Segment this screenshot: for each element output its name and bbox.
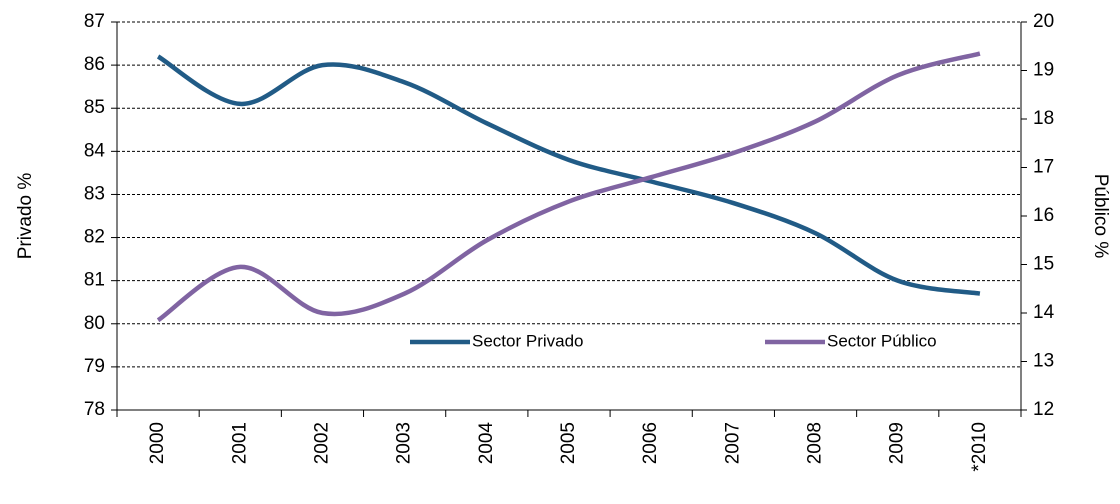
y-tick-label: 80 bbox=[84, 313, 105, 334]
y-axis-label: Privado % bbox=[15, 173, 36, 260]
y-tick-label: 86 bbox=[84, 54, 105, 75]
x-tick-label: 2007 bbox=[722, 422, 743, 464]
y-tick-label: 85 bbox=[84, 97, 105, 118]
y-tick-label: 78 bbox=[84, 399, 105, 420]
y2-tick-label: 13 bbox=[1033, 351, 1054, 372]
y2-tick-label: 15 bbox=[1033, 254, 1054, 275]
y2-tick-label: 18 bbox=[1033, 108, 1054, 129]
y-tick-label: 83 bbox=[84, 183, 105, 204]
y2-tick-label: 20 bbox=[1033, 11, 1054, 32]
y-tick-label: 87 bbox=[84, 11, 105, 32]
y2-tick-label: 19 bbox=[1033, 60, 1054, 81]
line-series bbox=[156, 51, 981, 323]
legend-label: Sector Público bbox=[827, 331, 937, 350]
y-tick-label: 82 bbox=[84, 227, 105, 248]
x-tick-label: 2004 bbox=[476, 422, 497, 465]
x-tick-label: 2003 bbox=[394, 422, 415, 464]
x-tick-label: 2001 bbox=[229, 422, 250, 464]
x-tick-label: 2006 bbox=[640, 422, 661, 464]
x-tick-label: 2008 bbox=[805, 422, 826, 464]
x-tick-label: 2002 bbox=[311, 422, 332, 464]
y-tick-label: 79 bbox=[84, 356, 105, 377]
x-tick-label: *2010 bbox=[969, 422, 990, 472]
x-tick-label: 2009 bbox=[887, 422, 908, 464]
legend-label: Sector Privado bbox=[472, 331, 584, 350]
y-tick-label: 84 bbox=[84, 140, 106, 161]
y2-tick-label: 16 bbox=[1033, 205, 1054, 226]
y2-tick-label: 14 bbox=[1033, 302, 1055, 323]
y-tick-label: 81 bbox=[84, 270, 105, 291]
x-tick-label: 2005 bbox=[558, 422, 579, 464]
y2-axis-label: Público % bbox=[1090, 174, 1111, 259]
line-series bbox=[156, 54, 981, 296]
y2-tick-label: 17 bbox=[1033, 157, 1054, 178]
y2-tick-label: 12 bbox=[1033, 399, 1054, 420]
x-tick-label: 2000 bbox=[147, 422, 168, 464]
